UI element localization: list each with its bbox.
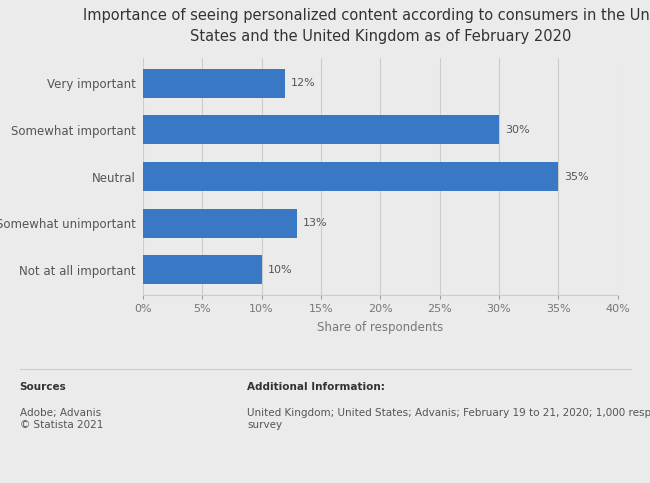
Title: Importance of seeing personalized content according to consumers in the United
S: Importance of seeing personalized conten… [83,8,650,44]
Bar [143,162,558,191]
Text: United Kingdom; United States; Advanis; February 19 to 21, 2020; 1,000 responden: United Kingdom; United States; Advanis; … [247,408,650,430]
Text: 35%: 35% [564,171,589,182]
Text: Sources: Sources [20,382,66,392]
Bar [143,209,297,238]
Bar [143,115,499,144]
Text: 13%: 13% [303,218,328,228]
Text: Additional Information:: Additional Information: [247,382,385,392]
X-axis label: Share of respondents: Share of respondents [317,321,443,334]
Bar [143,69,285,98]
Text: 30%: 30% [505,125,530,135]
Text: 12%: 12% [291,78,316,88]
Text: Adobe; Advanis
© Statista 2021: Adobe; Advanis © Statista 2021 [20,408,103,430]
Text: 10%: 10% [268,265,293,275]
Bar [143,256,261,284]
